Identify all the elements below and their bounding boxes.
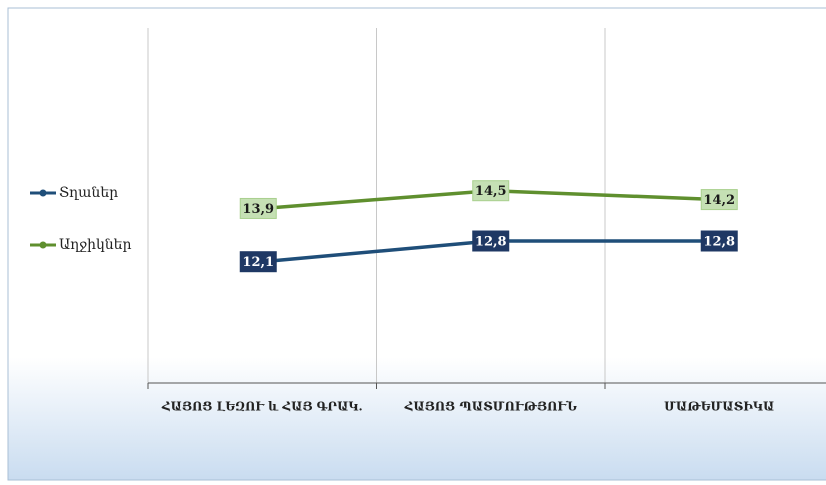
data-label-box [472,230,510,252]
data-label-box [472,180,510,202]
data-label: 12,8 [475,235,507,250]
legend-label: Աղջիկներ [59,237,132,253]
x-tick-label: ՀԱՅՈՑ ՊԱՏՄՈՒԹՅՈՒՆ [404,400,577,414]
legend-marker [39,189,47,197]
legend-label: Տղաներ [59,185,118,201]
data-label-box [239,197,277,219]
data-label: 14,2 [703,193,735,208]
data-label-box [700,189,738,211]
data-label-box [700,230,738,252]
data-label: 13,9 [242,202,274,217]
legend-marker [39,241,47,249]
data-label: 14,5 [475,184,507,199]
chart-frame [7,7,826,481]
x-tick-label: ՄԱԹԵՄԱՏԻԿԱ [664,400,774,414]
data-label: 12,1 [242,255,274,270]
data-label: 12,8 [703,235,735,250]
x-tick-label: ՀԱՅՈՑ ԼԵԶՈՒ և ՀԱՅ ԳՐԱԿ. [161,400,363,414]
data-label-box [239,251,277,273]
